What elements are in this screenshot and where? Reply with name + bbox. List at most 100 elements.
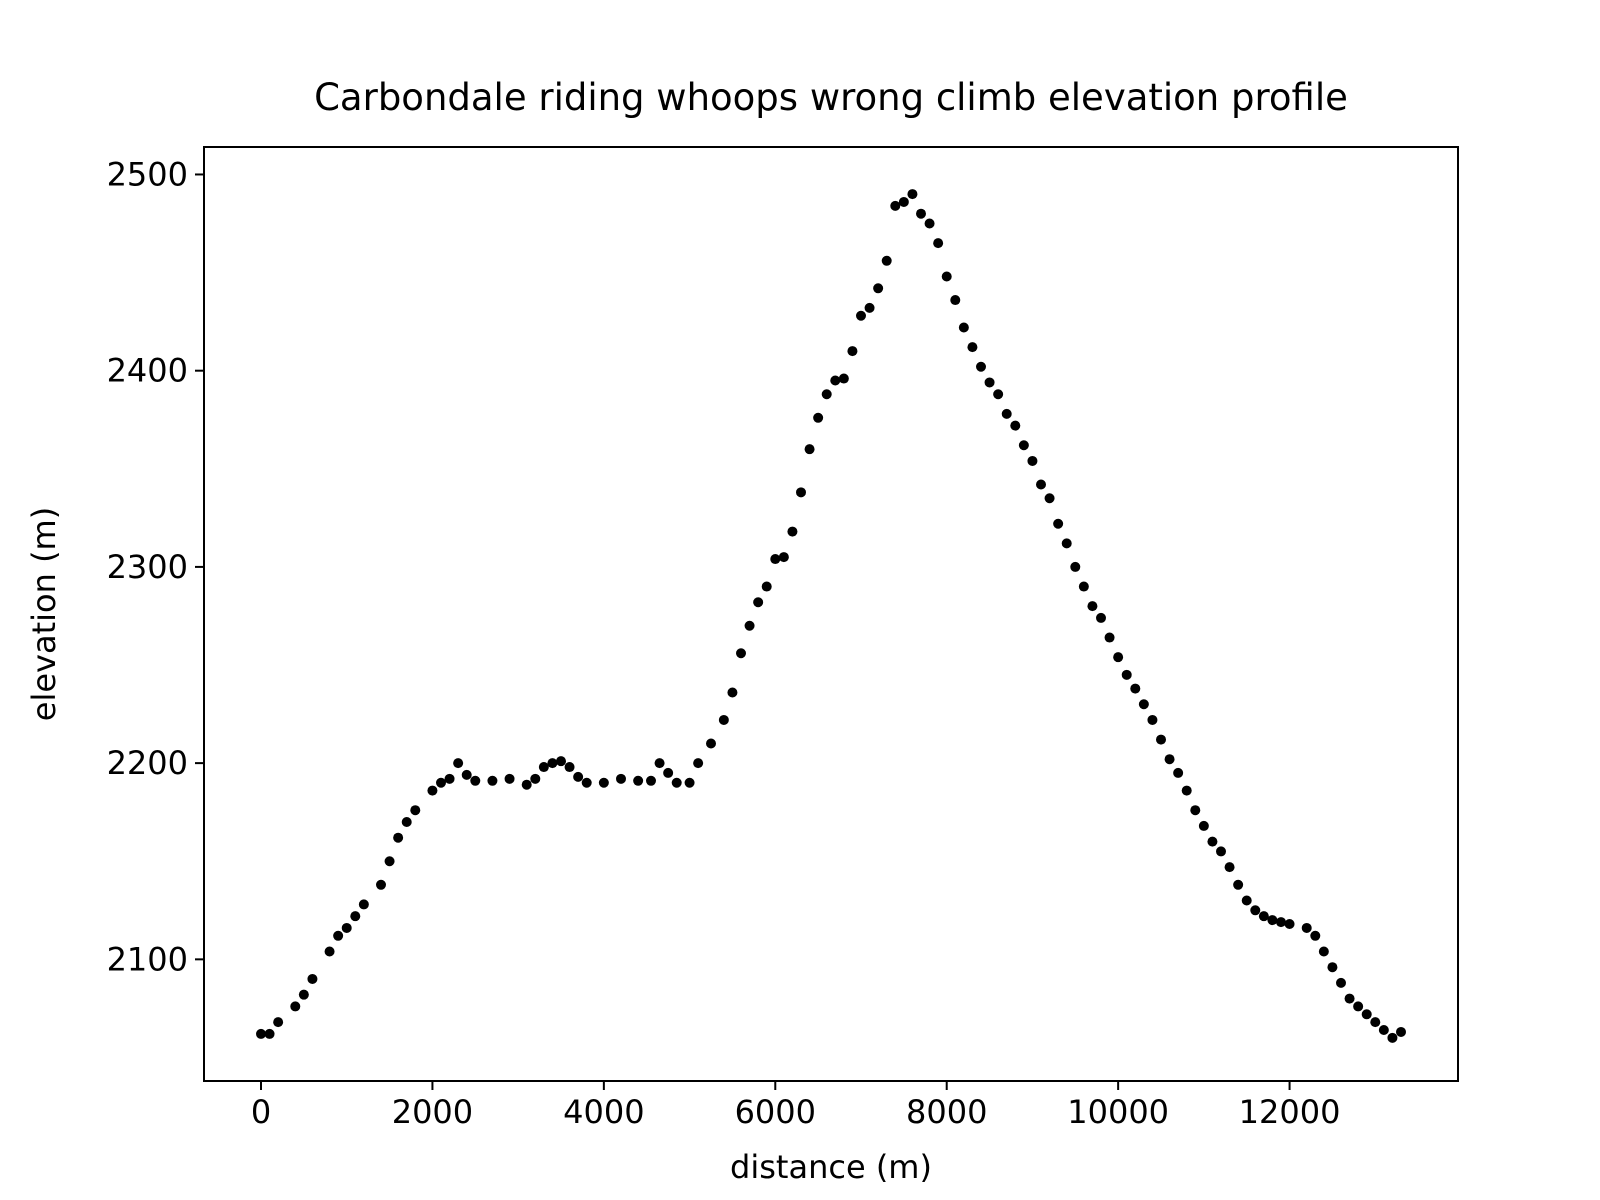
data-point (298, 989, 309, 1000)
data-point (671, 777, 682, 788)
data-point (1387, 1032, 1398, 1043)
data-point (256, 1028, 266, 1039)
data-point (1233, 879, 1244, 890)
data-point (907, 189, 918, 200)
data-point (1138, 699, 1149, 710)
data-point (598, 777, 609, 788)
data-point (376, 879, 386, 890)
data-point (873, 283, 884, 294)
data-point (1164, 754, 1175, 765)
data-point (521, 779, 532, 790)
data-point (564, 762, 575, 773)
x-tick-label: 10000 (1067, 1093, 1169, 1131)
data-point (684, 777, 695, 788)
data-point (307, 973, 318, 984)
data-point (1156, 734, 1166, 745)
data-point (436, 777, 446, 788)
x-tick-label: 8000 (906, 1093, 987, 1131)
data-point (770, 554, 781, 565)
data-point (864, 302, 875, 313)
data-point (1258, 911, 1269, 922)
data-point (950, 295, 961, 306)
data-point (427, 785, 438, 796)
data-point (804, 444, 815, 455)
data-point (556, 756, 566, 767)
data-point (958, 322, 969, 333)
data-point (890, 200, 901, 211)
data-point (1173, 767, 1184, 778)
data-point (1096, 612, 1106, 623)
x-tick-label: 4000 (563, 1093, 644, 1131)
data-point (1061, 538, 1072, 549)
data-point (401, 816, 412, 827)
data-point (663, 767, 674, 778)
data-point (1070, 561, 1081, 572)
y-tick-label: 2200 (107, 744, 188, 782)
data-point (1087, 601, 1098, 612)
y-tick-label: 2400 (107, 352, 188, 390)
data-point (813, 412, 824, 423)
data-point (530, 773, 541, 784)
data-point (358, 899, 369, 910)
data-point (350, 911, 361, 922)
data-point (993, 389, 1004, 400)
data-point (1284, 919, 1295, 930)
data-point (753, 597, 764, 608)
plot-frame (203, 146, 1459, 1082)
data-point (941, 271, 952, 282)
data-point (393, 832, 404, 843)
data-point (290, 1001, 301, 1012)
data-point (727, 687, 738, 698)
data-point (1181, 785, 1192, 796)
data-point (453, 758, 464, 769)
data-point (1198, 820, 1209, 831)
y-tick-label: 2500 (107, 155, 188, 193)
data-point (1310, 930, 1321, 941)
data-point (924, 218, 935, 229)
data-point (324, 946, 335, 957)
data-point (898, 196, 909, 207)
data-point (470, 775, 481, 786)
data-point (1318, 946, 1329, 957)
data-point (504, 773, 515, 784)
data-point (706, 738, 716, 749)
data-point (333, 930, 344, 941)
data-point (654, 758, 665, 769)
data-point (1078, 581, 1089, 592)
data-point (984, 377, 995, 388)
data-point (1121, 669, 1132, 680)
data-point (1250, 905, 1261, 916)
data-point (646, 775, 656, 786)
data-point (1207, 836, 1218, 847)
data-point (410, 805, 421, 816)
data-point (633, 775, 644, 786)
data-point (736, 648, 746, 659)
data-point (1036, 479, 1046, 490)
x-axis-label: distance (m) (730, 1148, 932, 1186)
y-tick-label: 2100 (107, 940, 188, 978)
data-point (838, 373, 849, 384)
data-point (744, 620, 755, 631)
data-point (1336, 977, 1346, 988)
data-point (1396, 1026, 1406, 1037)
data-point (1241, 895, 1252, 906)
data-point (718, 714, 729, 725)
data-point (341, 922, 352, 933)
data-point (487, 775, 498, 786)
data-point (581, 777, 592, 788)
x-tick-label: 0 (251, 1093, 271, 1131)
data-point (1378, 1024, 1389, 1035)
data-point (976, 361, 986, 372)
y-axis-label: elevation (m) (25, 507, 63, 721)
x-tick-label: 12000 (1239, 1093, 1341, 1131)
x-tick-label: 2000 (392, 1093, 473, 1131)
data-point (916, 208, 926, 219)
data-point (538, 762, 549, 773)
data-point (264, 1028, 275, 1039)
data-point (616, 773, 626, 784)
data-point (1010, 420, 1021, 431)
data-point (933, 238, 944, 249)
data-point (573, 771, 584, 782)
data-point (1344, 993, 1355, 1004)
